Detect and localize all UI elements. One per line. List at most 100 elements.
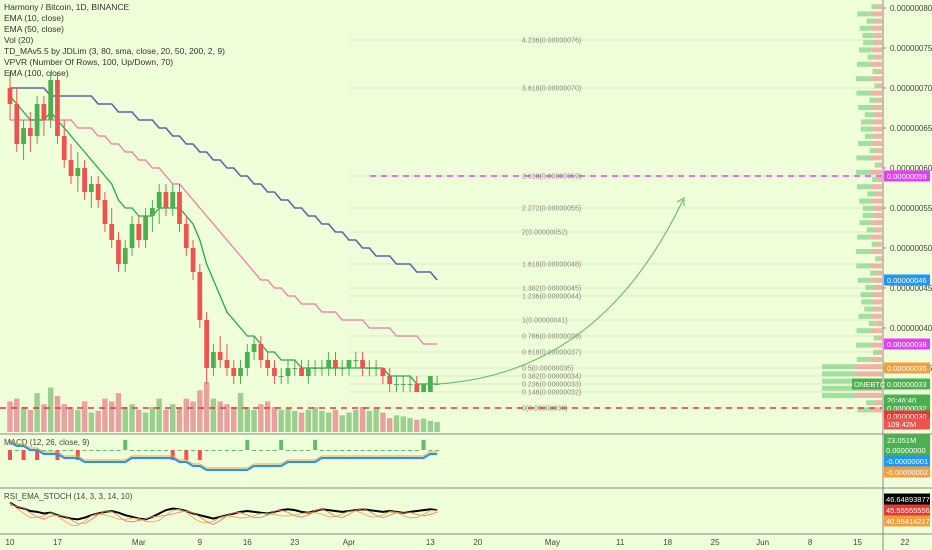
volume-bar bbox=[170, 404, 176, 432]
time-tick-label: 22 bbox=[901, 538, 910, 547]
vpvr-bar bbox=[866, 18, 876, 24]
fib-label: 2(0.00000052) bbox=[522, 230, 568, 237]
vpvr-bar bbox=[874, 285, 882, 290]
volume-bar bbox=[122, 407, 128, 432]
macd-hist bbox=[143, 450, 148, 451]
macd-hist bbox=[224, 450, 229, 451]
vpvr-bar bbox=[856, 76, 871, 82]
vpvr-bar bbox=[876, 148, 882, 154]
volume-bar bbox=[278, 409, 284, 432]
volume-bar bbox=[292, 410, 298, 432]
vpvr-bar bbox=[870, 249, 882, 254]
candle-body bbox=[156, 192, 162, 208]
chart-title: Harmony / Bitcoin, 1D, BINANCE bbox=[4, 2, 130, 12]
macd-tag bbox=[884, 455, 930, 467]
volume-bar bbox=[142, 412, 149, 432]
vpvr-bar bbox=[856, 328, 871, 334]
candle-body bbox=[68, 160, 74, 176]
indicator-vol[interactable]: Vol (20) bbox=[4, 35, 34, 45]
candle-body bbox=[427, 376, 433, 392]
candle-body bbox=[326, 360, 332, 368]
vpvr-bar bbox=[870, 328, 882, 334]
macd-hist bbox=[306, 450, 311, 451]
vpvr-bar bbox=[855, 393, 882, 398]
time-tick-label: 20 bbox=[473, 538, 482, 547]
vpvr-bar bbox=[869, 97, 877, 103]
vpvr-bar bbox=[872, 299, 882, 305]
volume-bar bbox=[183, 398, 189, 432]
macd-hist bbox=[292, 450, 297, 451]
macd-hist bbox=[380, 450, 385, 451]
macd-hist bbox=[163, 450, 168, 451]
price-axis: 0.00000080 0.00000075 0.00000070 0.00000065… bbox=[852, 4, 932, 527]
macd-hist bbox=[157, 450, 162, 451]
volume-bar bbox=[393, 415, 400, 432]
vpvr-bar bbox=[876, 270, 882, 276]
vpvr-bar bbox=[875, 256, 879, 262]
vpvr-bar bbox=[871, 47, 882, 53]
rsi-d bbox=[9, 502, 438, 526]
vpvr-bar bbox=[856, 342, 871, 348]
time-tick-label: 17 bbox=[53, 538, 62, 547]
macd-hist bbox=[21, 450, 26, 460]
macd-hist bbox=[136, 450, 141, 451]
indicator-vpvr[interactable]: VPVR (Number Of Rows, 100, Up/Down, 70) bbox=[4, 57, 174, 67]
macd-hist bbox=[374, 450, 379, 451]
macd-hist bbox=[279, 440, 284, 450]
candle-body bbox=[312, 368, 318, 369]
vpvr-bar bbox=[858, 105, 872, 110]
price-tag-label: 0.00000030 bbox=[887, 412, 927, 421]
volume-bar bbox=[176, 407, 183, 432]
indicator-td[interactable]: TD_MAv5.5 by JDLim (3, 80, sma, close, 2… bbox=[4, 46, 225, 56]
vpvr-bar bbox=[861, 299, 873, 305]
candle-body bbox=[88, 184, 94, 192]
vpvr-bar bbox=[864, 112, 875, 118]
vpvr-bar bbox=[856, 61, 871, 67]
vpvr-bar bbox=[874, 133, 882, 139]
vpvr-bar bbox=[859, 25, 872, 31]
time-tick-label: 23 bbox=[290, 538, 299, 547]
volume-bar bbox=[231, 407, 237, 432]
vpvr-bar bbox=[858, 313, 872, 319]
macd-hist bbox=[75, 450, 80, 460]
price-tag bbox=[884, 170, 930, 182]
fib-label: 1.382(0.00000045) bbox=[522, 286, 581, 293]
vpvr-bar bbox=[875, 18, 882, 24]
vpvr-bar bbox=[875, 227, 882, 233]
candle-body bbox=[7, 88, 13, 104]
vpvr-bar bbox=[874, 83, 879, 89]
macd-hist bbox=[414, 450, 419, 451]
vpvr-bar bbox=[862, 33, 874, 38]
vpvr-bar bbox=[868, 321, 877, 326]
volume-bar bbox=[7, 401, 13, 432]
candle-body bbox=[272, 368, 277, 376]
fib-label: 2.618(0.00000059) bbox=[522, 174, 581, 181]
time-tick-label: 25 bbox=[711, 538, 720, 547]
vpvr-bar bbox=[864, 133, 875, 139]
price-tag bbox=[884, 418, 930, 430]
macd-hist bbox=[347, 450, 351, 451]
candle-body bbox=[34, 104, 40, 136]
symbol-tag bbox=[852, 378, 882, 390]
volume-bar bbox=[271, 407, 278, 432]
time-tick-label: 11 bbox=[616, 538, 625, 547]
vpvr-bar bbox=[872, 119, 882, 125]
volume-bar bbox=[298, 412, 305, 432]
ema10-line bbox=[9, 95, 438, 385]
volume-bar bbox=[203, 382, 210, 432]
indicator-ema100[interactable]: EMA (100, close) bbox=[4, 68, 69, 78]
vpvr-bar bbox=[859, 220, 872, 226]
indicator-ema50[interactable]: EMA (50, close) bbox=[4, 24, 64, 34]
vpvr-bar bbox=[876, 321, 882, 326]
macd-hist bbox=[238, 450, 243, 451]
candle-body bbox=[299, 368, 304, 376]
candle-body bbox=[387, 376, 393, 384]
macd-hist bbox=[313, 440, 318, 450]
volume-bar bbox=[34, 393, 40, 432]
macd-pane: MACD (12, 26, close, 9) bbox=[4, 438, 440, 471]
indicator-ema10[interactable]: EMA (10, close) bbox=[4, 13, 64, 23]
vpvr-bar bbox=[870, 270, 877, 276]
macd-tag bbox=[884, 444, 930, 456]
volume-bar bbox=[339, 415, 345, 432]
